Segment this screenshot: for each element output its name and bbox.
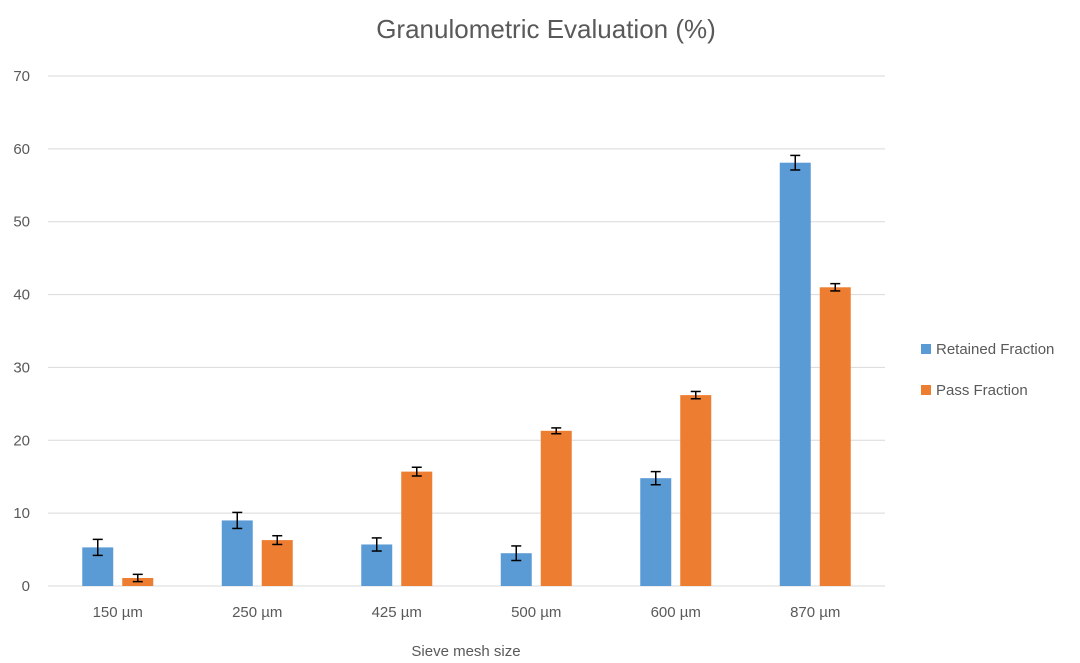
error-bar-pass-0	[132, 573, 143, 583]
error-bar-pass-5	[830, 282, 841, 292]
chart-title: Granulometric Evaluation (%)	[376, 14, 716, 44]
y-tick-label-30: 30	[13, 359, 30, 376]
y-tick-label-0: 0	[22, 578, 30, 595]
error-bar-retained-5	[790, 154, 801, 171]
error-bars	[92, 154, 841, 583]
x-tick-label-3: 500 µm	[511, 604, 561, 621]
legend-item-retained: Retained Fraction	[921, 341, 1054, 358]
bar-pass-3	[540, 430, 572, 586]
x-tick-label-1: 250 µm	[232, 604, 282, 621]
legend-label: Pass Fraction	[936, 382, 1028, 399]
error-bar-retained-1	[232, 511, 243, 530]
bar-retained-4	[640, 478, 672, 586]
bar-pass-5	[819, 287, 851, 586]
bars	[82, 162, 851, 586]
y-tick-label-50: 50	[13, 214, 30, 231]
y-tick-label-70: 70	[13, 68, 30, 85]
y-axis-ticks: 0 10 20 30 40 50 60 70	[13, 68, 30, 595]
error-bar-pass-4	[690, 390, 701, 400]
bar-retained-1	[221, 520, 253, 586]
error-bar-retained-3	[511, 545, 522, 562]
legend-item-pass: Pass Fraction	[921, 382, 1028, 399]
x-tick-label-0: 150 µm	[93, 604, 143, 621]
x-tick-label-4: 600 µm	[651, 604, 701, 621]
gridlines	[48, 75, 885, 587]
legend: Retained Fraction Pass Fraction	[921, 341, 1054, 399]
error-bar-pass-2	[411, 466, 422, 477]
bar-pass-2	[401, 471, 433, 586]
legend-swatch	[921, 385, 931, 395]
error-bar-retained-4	[650, 470, 661, 486]
bar-pass-1	[261, 540, 293, 586]
x-axis-title: Sieve mesh size	[411, 643, 520, 658]
error-bar-retained-0	[92, 538, 103, 557]
bar-pass-4	[680, 395, 712, 586]
error-bar-retained-2	[371, 537, 382, 552]
y-tick-label-40: 40	[13, 287, 30, 304]
y-tick-label-60: 60	[13, 141, 30, 158]
bar-retained-5	[779, 162, 811, 586]
y-tick-label-10: 10	[13, 505, 30, 522]
error-bar-pass-1	[272, 534, 283, 546]
x-tick-label-5: 870 µm	[790, 604, 840, 621]
legend-swatch	[921, 344, 931, 354]
x-axis-labels: 150 µm 250 µm 425 µm 500 µm 600 µm 870 µm	[93, 604, 841, 621]
x-tick-label-2: 425 µm	[372, 604, 422, 621]
legend-label: Retained Fraction	[936, 341, 1054, 358]
y-tick-label-20: 20	[13, 432, 30, 449]
error-bar-pass-3	[551, 427, 562, 435]
